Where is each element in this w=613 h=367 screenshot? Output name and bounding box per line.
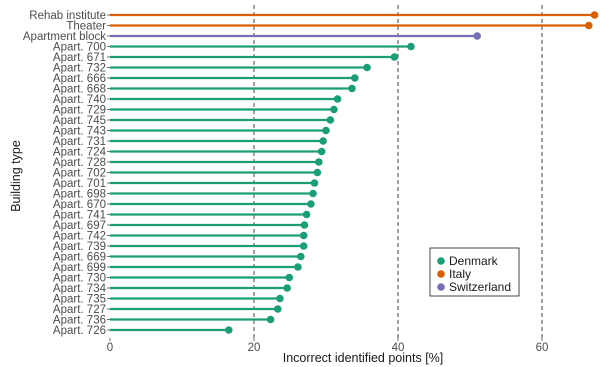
lollipop-stems bbox=[110, 13, 595, 332]
y-tick-label: Apart. 735 bbox=[53, 294, 106, 306]
lollipop-dot bbox=[309, 189, 317, 198]
y-tick-label: Apart. 728 bbox=[53, 157, 106, 169]
x-tick-labels: 0 20 40 60 bbox=[107, 342, 549, 354]
lollipop-dot bbox=[330, 105, 338, 114]
y-tick-label: Apart. 666 bbox=[53, 73, 106, 85]
lollipop-dot bbox=[317, 147, 326, 156]
x-tick-label: 0 bbox=[107, 342, 113, 354]
y-tick-label: Apart. 700 bbox=[53, 42, 106, 54]
lollipop-dot bbox=[285, 273, 294, 282]
y-tick-label: Apart. 726 bbox=[53, 325, 106, 337]
y-axis-title: Building type bbox=[9, 140, 23, 212]
y-tick-label: Apart. 740 bbox=[53, 94, 106, 106]
y-tick-label: Apart. 727 bbox=[53, 304, 106, 316]
lollipop-dot bbox=[294, 263, 302, 271]
x-tick-label: 60 bbox=[536, 342, 549, 354]
y-tick-label: Apart. 736 bbox=[53, 315, 106, 327]
legend-label: Switzerland bbox=[449, 280, 511, 294]
lollipop-dot bbox=[276, 294, 284, 303]
lollipop-dot bbox=[315, 158, 323, 166]
legend-box bbox=[429, 247, 520, 297]
y-tick-label: Theater bbox=[66, 21, 106, 33]
y-tick-label: Apart. 701 bbox=[53, 178, 106, 190]
lollipop-dot bbox=[299, 242, 308, 250]
y-tick-label: Apart. 698 bbox=[53, 189, 106, 201]
lollipop-dot bbox=[300, 221, 309, 229]
lollipop-dot bbox=[333, 95, 342, 103]
y-tick-label: Apart. 731 bbox=[53, 136, 106, 148]
lollipop-dot bbox=[273, 305, 282, 313]
y-tick-label: Apartment block bbox=[23, 31, 106, 43]
y-tick-label: Apart. 699 bbox=[53, 262, 106, 274]
lollipop-dot bbox=[307, 200, 315, 208]
lollipop-dot bbox=[351, 74, 359, 82]
lollipop-dot bbox=[363, 63, 371, 72]
lollipop-dot bbox=[297, 252, 305, 261]
legend-swatch bbox=[437, 283, 445, 291]
lollipop-dot bbox=[266, 315, 275, 324]
legend-swatch bbox=[437, 270, 445, 278]
lollipop-dot bbox=[302, 210, 311, 219]
y-tick-label: Apart. 730 bbox=[53, 273, 106, 285]
legend-label: Denmark bbox=[449, 254, 499, 268]
y-tick-label: Apart. 669 bbox=[53, 252, 106, 264]
lollipop-dot bbox=[473, 32, 482, 40]
legend-swatch bbox=[437, 257, 445, 265]
y-tick-label: Apart. 671 bbox=[53, 52, 106, 64]
y-tick-label: Apart. 724 bbox=[53, 147, 107, 159]
lollipop-dot bbox=[407, 42, 415, 51]
y-tick-label: Apart. 670 bbox=[53, 199, 106, 211]
lollipop-dot bbox=[299, 231, 308, 240]
x-tick-label: 20 bbox=[248, 342, 261, 354]
y-tick-label: Apart. 732 bbox=[53, 63, 106, 75]
y-tick-label: Apart. 741 bbox=[53, 210, 106, 222]
lollipop-dot bbox=[283, 284, 291, 292]
lollipop-dot bbox=[590, 11, 599, 19]
y-tick-label: Apart. 742 bbox=[53, 231, 106, 243]
x-tick-label: 40 bbox=[392, 342, 405, 354]
y-tick-label: Rehab institute bbox=[29, 10, 106, 22]
lollipop-dot bbox=[348, 84, 356, 93]
y-tick-label: Apart. 702 bbox=[53, 168, 106, 180]
legend-label: Italy bbox=[449, 267, 471, 281]
y-tick-label: Apart. 734 bbox=[53, 283, 107, 295]
lollipop-dot bbox=[225, 326, 233, 334]
lollipop-dot bbox=[585, 21, 593, 30]
y-tick-label: Apart. 739 bbox=[53, 241, 106, 253]
lollipop-dot bbox=[326, 116, 335, 124]
lollipop-dot bbox=[313, 168, 322, 177]
lollipop-dot bbox=[319, 137, 327, 145]
x-ticks bbox=[109, 338, 543, 341]
lollipop-dot bbox=[310, 179, 319, 187]
y-tick-label: Apart. 729 bbox=[53, 105, 106, 117]
lollipop-dot bbox=[390, 53, 399, 61]
x-axis-title: Incorrect identified points [%] bbox=[283, 351, 444, 365]
y-tick-label: Apart. 743 bbox=[53, 126, 106, 138]
y-tick-label: Apart. 668 bbox=[53, 84, 106, 96]
y-tick-label: Apart. 745 bbox=[53, 115, 106, 127]
lollipop-dots bbox=[225, 11, 599, 334]
lollipop-dot bbox=[322, 126, 330, 135]
y-tick-label: Apart. 697 bbox=[53, 220, 106, 232]
